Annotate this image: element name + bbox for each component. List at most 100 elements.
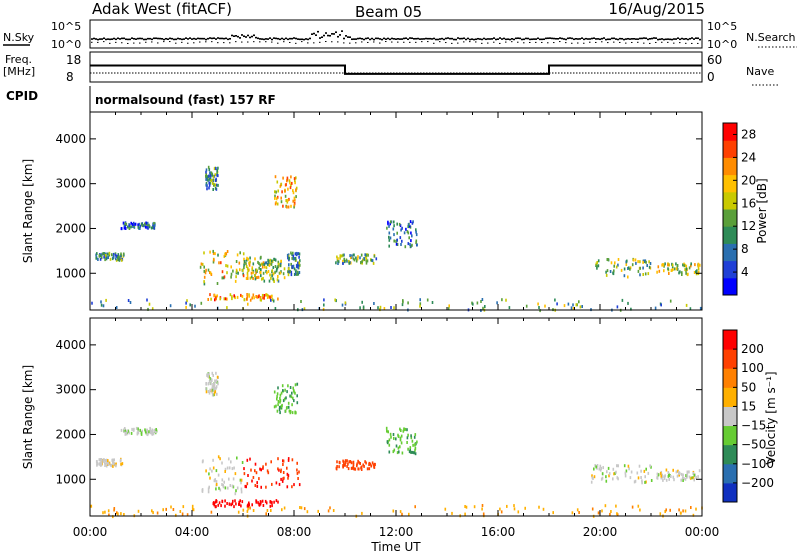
range-gate-cell [408,450,411,454]
range-gate-cell [392,450,395,454]
nsky-sample [151,38,153,41]
nsky-sample [697,37,699,40]
nsky-sample [443,38,445,41]
range-gate-cell [283,476,285,480]
nsky-sample [369,38,371,41]
nsky-sample [577,38,579,40]
nsky-sample [631,38,633,40]
range-gate-cell [342,459,344,463]
range-gate-cell [634,258,637,262]
range-gate-cell [395,242,398,246]
range-gate-cell [115,464,117,468]
nsky-sample [145,38,147,41]
range-gate-cell [408,224,411,228]
range-gate-cell [132,221,135,225]
range-gate-cell [356,462,358,466]
range-gate-cell [105,464,108,468]
nsky-sample [253,34,255,37]
nsky-sample [673,38,675,40]
range-gate-cell [693,473,696,477]
range-gate-cell [259,263,261,267]
nsearch-sample [277,42,279,44]
range-gate-cell [259,298,262,302]
x-tick-label: 16:00 [481,525,516,539]
range-gate-cell [120,458,122,462]
range-gate-cell [409,243,411,246]
range-gate-cell [323,303,325,307]
range-gate-cell [215,487,217,491]
range-gate-cell [224,467,227,471]
range-gate-cell [111,253,113,257]
range-gate-cell [141,429,143,433]
range-gate-cell [410,231,412,235]
range-gate-cell [283,276,286,280]
range-gate-cell [279,399,282,402]
range-gate-cell [208,485,210,489]
nsky-sample [195,38,197,40]
range-gate-cell [154,428,156,432]
range-gate-cell [627,275,629,279]
range-gate-cell [627,267,629,270]
range-gate-cell [414,446,417,450]
range-gate-cell [191,504,194,508]
range-gate-cell [621,298,624,302]
nsky-sample [555,37,557,40]
range-gate-cell [276,180,279,184]
range-gate-cell [240,481,242,485]
range-gate-cell [697,267,700,271]
range-gate-cell [464,505,466,508]
x-tick-label: 00:00 [73,525,108,539]
range-gate-cell [152,432,155,436]
nsky-sample [665,38,667,41]
nsky-sample [189,37,191,39]
range-gate-cell [667,474,670,478]
range-gate-cell [139,428,141,432]
range-gate-cell [252,262,255,266]
range-gate-cell [98,462,101,466]
range-gate-cell [680,478,682,482]
range-gate-cell [620,268,623,272]
nsearch-sample [361,41,363,43]
range-gate-cell [231,502,234,506]
nsky-sample [461,37,463,40]
nsky-sample [211,37,213,40]
nsky-sample [483,37,485,40]
nsky-sample [605,38,607,41]
range-gate-cell [236,253,239,257]
range-gate-cell [277,275,279,278]
range-gate-cell [615,265,618,269]
nsky-sample [345,35,347,37]
range-gate-cell [292,386,294,390]
range-gate-cell [399,427,401,431]
nsky-sample [549,37,551,39]
nsky-sample [373,38,375,41]
range-gate-cell [595,465,597,469]
range-gate-cell [482,306,484,310]
nsky-sample [651,37,653,40]
range-gate-cell [359,256,361,260]
range-gate-cell [660,476,663,480]
nsky-sample [311,33,313,35]
nsky-sample [607,38,609,41]
y-tick-label: 2000 [55,427,86,441]
nsky-sample [595,38,597,40]
nsky-sample [475,38,477,41]
range-gate-cell [281,403,283,407]
range-gate-cell [107,459,109,463]
freq-label: Freq. [5,53,32,66]
range-gate-cell [284,409,287,413]
range-gate-cell [350,461,353,465]
scatter-cluster [201,455,244,496]
nsky-sample [167,38,169,41]
range-gate-cell [230,460,232,464]
range-gate-cell [675,267,678,271]
range-gate-cell [211,469,213,473]
range-gate-cell [645,260,647,264]
range-gate-cell [682,479,684,482]
range-gate-cell [671,262,673,266]
range-gate-cell [368,467,371,471]
range-gate-cell [686,473,688,477]
range-gate-cell [426,298,429,302]
nsky-sample [467,37,469,40]
range-gate-cell [692,471,694,475]
